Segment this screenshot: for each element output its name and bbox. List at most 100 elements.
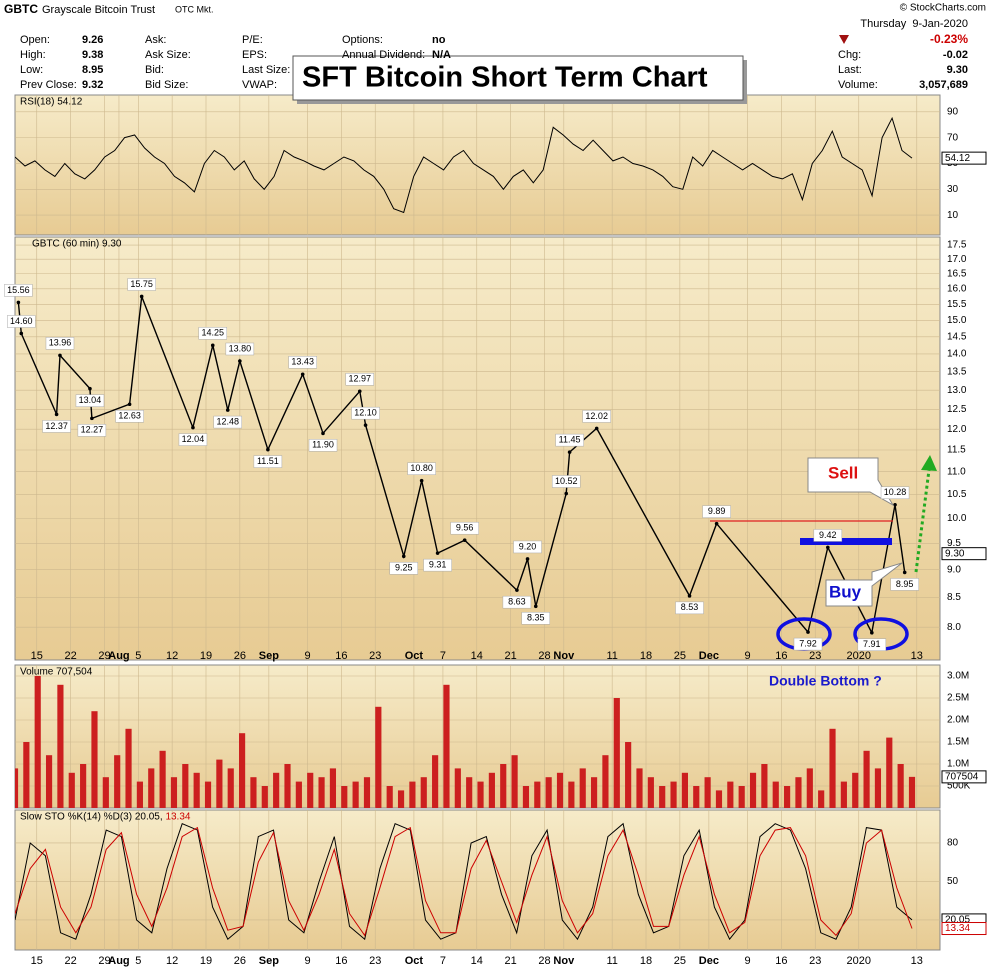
volume-bar [863,750,870,808]
x-tick-label: 23 [809,650,821,662]
volume-bar [749,772,757,808]
x-tick-label: Sep [259,955,279,967]
price-point [525,557,530,561]
price-point [266,447,270,452]
x-tick-label: 16 [775,955,787,967]
y-tick-label: 50 [947,876,959,887]
sto-panel [14,809,941,951]
date: Thursday 9-Jan-2020 [860,18,968,30]
point-label: 11.51 [257,456,279,466]
point-label: 12.04 [182,434,205,444]
y-tick-label: 17.0 [947,254,967,265]
legend: RSI(18) 54.12 [20,97,83,108]
price-point [594,426,599,431]
y-tick-label: 12.0 [947,424,967,435]
price-point [893,502,897,507]
quote-label: VWAP: [242,79,277,91]
point-label: 7.92 [799,638,817,648]
y-tick-label: 3.0M [947,671,969,682]
point-label: 14.60 [10,316,33,326]
volume-bar [170,777,178,808]
buy-callout [825,562,903,607]
symbol: GBTC [4,2,38,16]
volume-bar [488,772,495,808]
summary-label: Last: [838,64,862,76]
legend: GBTC (60 min) 9.30 [32,239,122,250]
volume-bar [45,755,53,808]
quote-value: 9.32 [82,79,103,91]
volume-bar [80,764,87,808]
price-point [357,389,362,394]
x-tick-label: 18 [640,650,652,662]
y-tick-label: 30 [947,184,959,195]
x-tick-label: Dec [699,650,719,662]
quote-label: Bid Size: [145,79,188,91]
x-tick-label: 13 [911,955,923,967]
x-tick-label: Nov [553,955,575,967]
point-label-box [345,373,375,386]
value-badge-label: 707504 [945,772,979,783]
x-tick-label: 5 [135,955,141,967]
volume-bar [420,777,427,808]
value-badge-label: 20.05 [945,915,970,926]
point-label-box [127,278,156,291]
volume-bar [534,781,541,808]
volume-bar [432,755,439,808]
quote-value: N/A [432,49,451,61]
x-tick-label: 2020 [847,955,871,967]
x-tick-label: 26 [234,955,246,967]
summary-value: 3,057,689 [919,79,968,91]
price-point [300,372,305,377]
volume-bar [454,768,461,808]
volume-bar [57,684,64,808]
volume-bar [818,790,825,808]
y-tick-label: 10.0 [947,513,967,524]
point-label-box [450,521,479,535]
point-label-box [555,433,584,447]
volume-bar [886,737,893,808]
x-tick-label: 23 [369,650,381,662]
x-tick-label: 28 [538,650,550,662]
point-label: 8.53 [681,602,699,612]
summary-value: -0.02 [943,49,968,61]
volume-bar [852,772,859,808]
y-tick-label: 80 [947,838,959,849]
point-label-box [675,601,704,615]
price-point [321,431,325,436]
y-tick-label: 15.5 [947,299,967,310]
volume-bar [261,786,268,808]
y-tick-label: 9.0 [947,564,961,575]
summary-label: Chg: [838,49,861,61]
point-label-box [288,356,317,369]
y-tick-label: 11.5 [947,445,966,456]
volume-bar [590,777,598,808]
x-tick-label: 16 [335,955,347,967]
point-label: 9.42 [819,530,837,540]
x-tick-label: 7 [440,955,446,967]
quote-label: Open: [20,34,50,46]
point-label: 13.96 [49,338,72,348]
y-tick-label: 1.5M [947,737,969,748]
point-label: 9.25 [395,563,413,573]
point-label-box [45,337,75,350]
volume-bar [659,786,666,808]
volume-bar [466,777,473,808]
title-box [292,55,744,101]
y-tick-label: 14.5 [947,331,967,342]
volume-bar [148,768,155,808]
point-label: 13.80 [229,343,252,353]
price-point [90,416,94,421]
point-label-box [198,327,228,340]
y-tick-label: 10 [947,210,959,221]
series-line [15,826,913,937]
volume-bar [897,764,904,808]
point-label-box [890,578,919,591]
quote-value: 9.26 [82,34,103,46]
point-label: 13.43 [291,357,314,367]
volume-bar [727,781,734,808]
chart-title: SFT Bitcoin Short Term Chart [302,62,708,94]
y-tick-label: 14.0 [947,349,967,360]
volume-bar [522,786,530,808]
price-point [88,386,92,391]
point-label-box [502,595,532,609]
